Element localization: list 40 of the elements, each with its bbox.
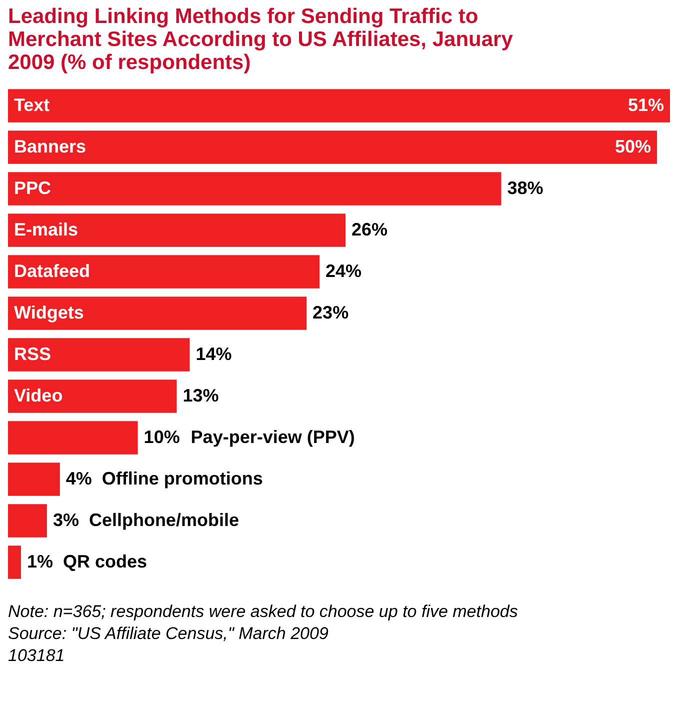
data-label: 51% [628, 94, 664, 115]
y-tick-label: Datafeed [14, 260, 90, 281]
y-tick-label: Text [14, 94, 50, 115]
data-label: 13% [182, 385, 219, 406]
bar [8, 255, 320, 288]
data-label: 3% [52, 510, 79, 530]
text: Note: n=365; respondents were asked to choose up to five methods [8, 602, 518, 621]
y-tick-label: E-mails [14, 219, 78, 240]
y-tick-label: Video [14, 385, 63, 406]
bar [8, 462, 60, 496]
y-tick-label: Banners [14, 136, 86, 156]
data-label: 23% [312, 302, 349, 322]
data-label: 38% [507, 178, 544, 198]
bar [8, 338, 190, 372]
bar [8, 89, 670, 122]
y-tick-label: QR codes [62, 551, 148, 572]
chart-title: Leading Linking Methods for Sending Traffic to Merchant Sites According to US Affiliates, January 2009 (% of respondents) [8, 5, 514, 74]
y-tick-label: Cellphone/mobile [88, 510, 239, 530]
bar [8, 421, 138, 454]
source-note: Source: "US Affiliate Census," March 2009 [8, 624, 329, 643]
data-label: 50% [614, 136, 652, 156]
data-label: 14% [196, 344, 232, 364]
y-tick-label: Pay-per-view (PPV) [190, 426, 355, 447]
data-label: 4% [66, 468, 92, 488]
data-label: 24% [326, 260, 362, 281]
bar [8, 380, 177, 413]
y-tick-label: Widgets [14, 302, 84, 322]
data-label: 10% [144, 426, 180, 447]
text: 103181 [8, 646, 65, 665]
y-tick-label: RSS [14, 344, 52, 364]
data-label: 1% [26, 551, 53, 572]
data-label: 26% [351, 219, 388, 240]
y-tick-label: Offline promotions [102, 468, 263, 488]
bar [8, 504, 47, 538]
bar [8, 130, 658, 164]
y-tick-label: PPC [14, 178, 52, 198]
bar [8, 172, 502, 206]
bar [8, 296, 307, 330]
bar [8, 214, 346, 247]
bar [8, 546, 21, 579]
